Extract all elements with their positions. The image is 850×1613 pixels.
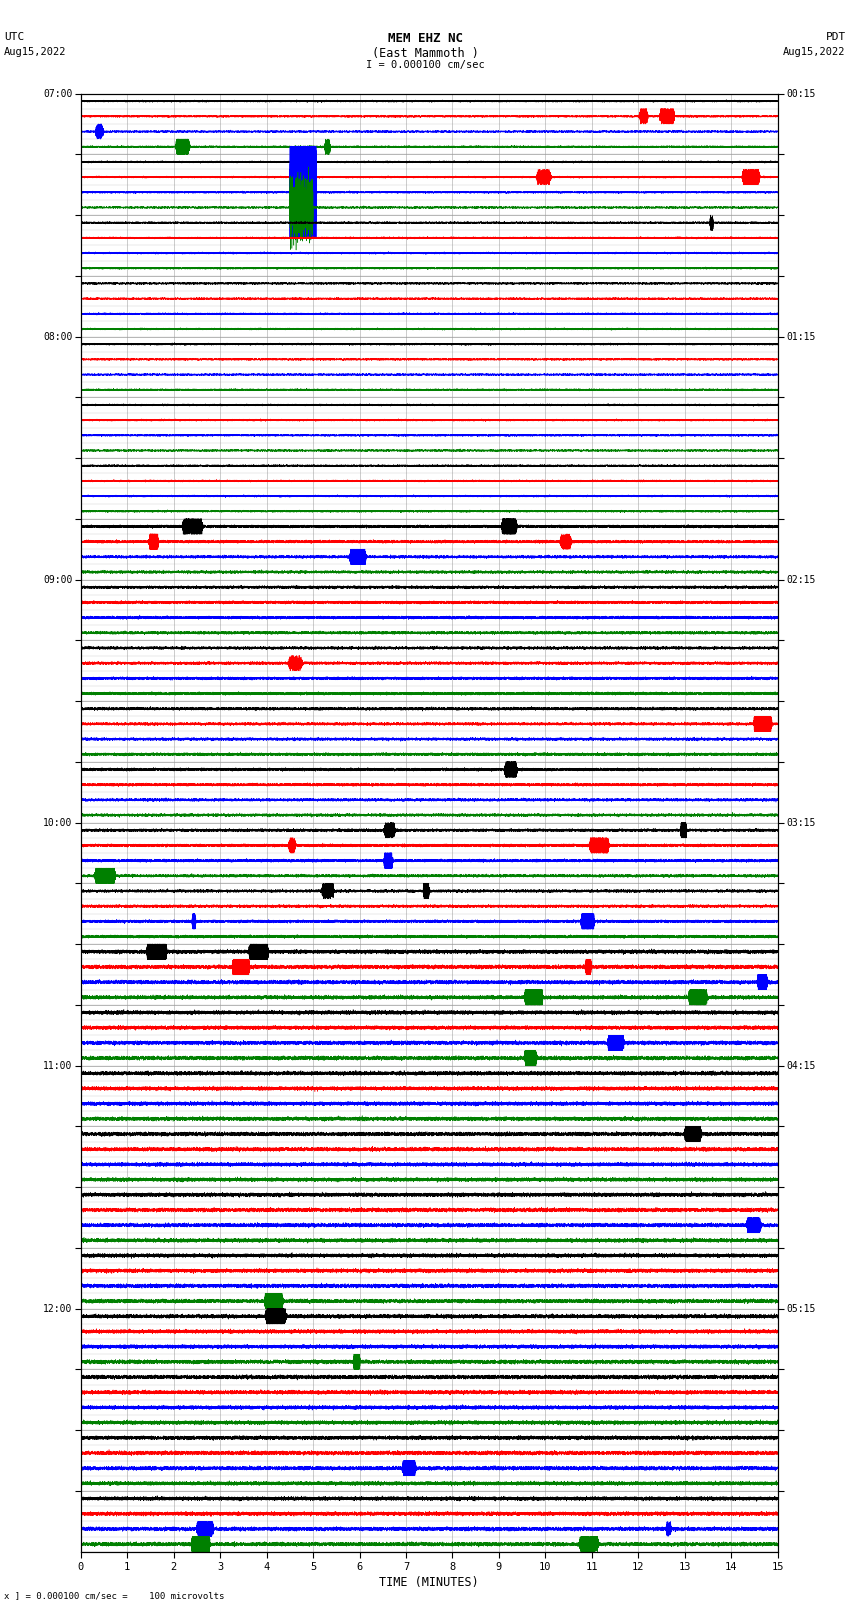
- X-axis label: TIME (MINUTES): TIME (MINUTES): [379, 1576, 479, 1589]
- Text: (East Mammoth ): (East Mammoth ): [371, 47, 479, 60]
- Text: UTC: UTC: [4, 32, 25, 42]
- Text: Aug15,2022: Aug15,2022: [783, 47, 846, 56]
- Text: Aug15,2022: Aug15,2022: [4, 47, 67, 56]
- Text: PDT: PDT: [825, 32, 846, 42]
- Text: x ] = 0.000100 cm/sec =    100 microvolts: x ] = 0.000100 cm/sec = 100 microvolts: [4, 1590, 224, 1600]
- Text: MEM EHZ NC: MEM EHZ NC: [388, 32, 462, 45]
- Text: I = 0.000100 cm/sec: I = 0.000100 cm/sec: [366, 60, 484, 69]
